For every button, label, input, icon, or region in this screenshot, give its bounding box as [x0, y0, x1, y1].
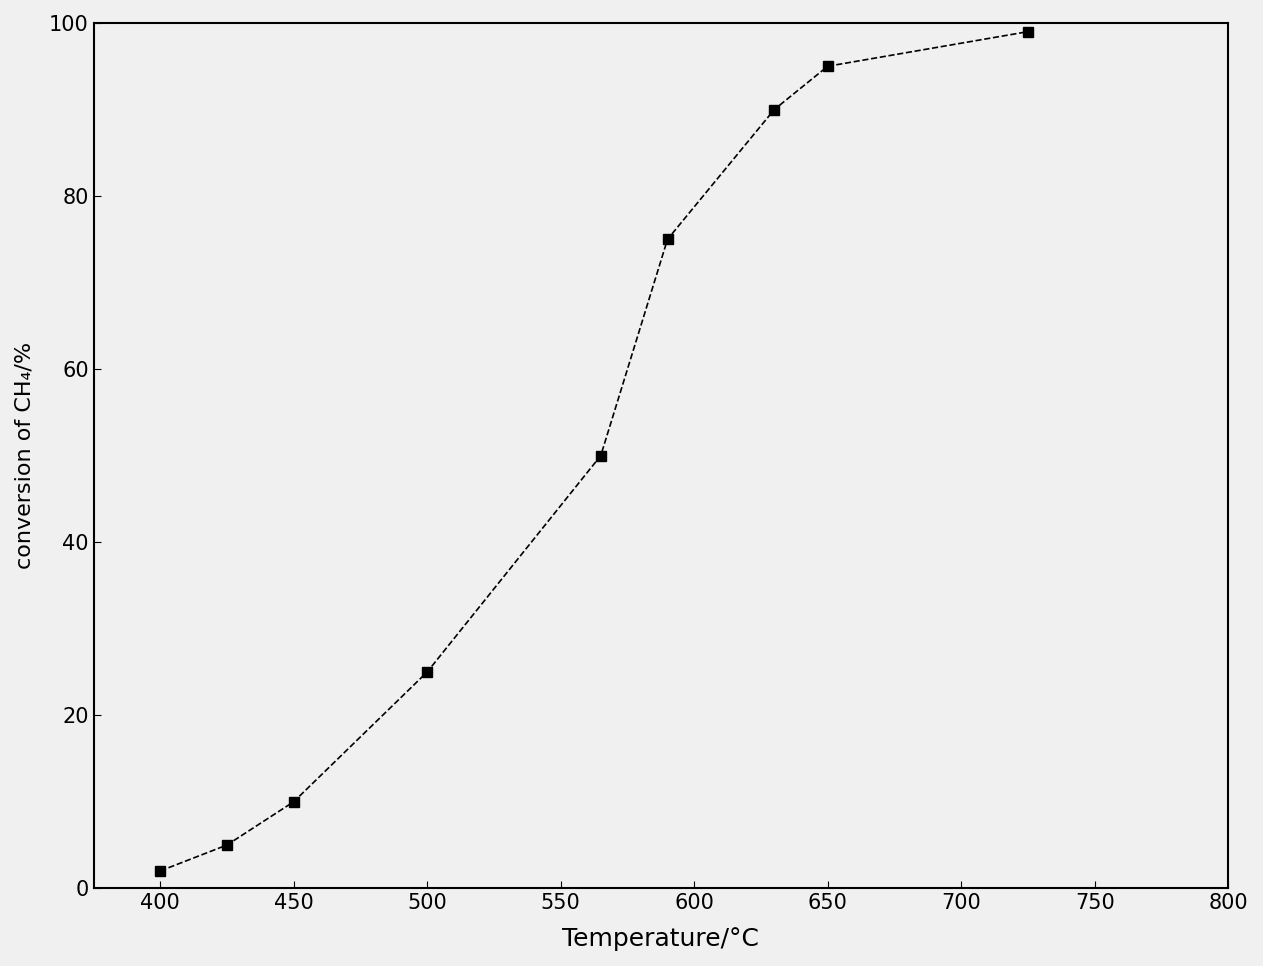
Y-axis label: conversion of CH₄/%: conversion of CH₄/%: [15, 342, 35, 569]
X-axis label: Temperature/°C: Temperature/°C: [562, 927, 759, 951]
